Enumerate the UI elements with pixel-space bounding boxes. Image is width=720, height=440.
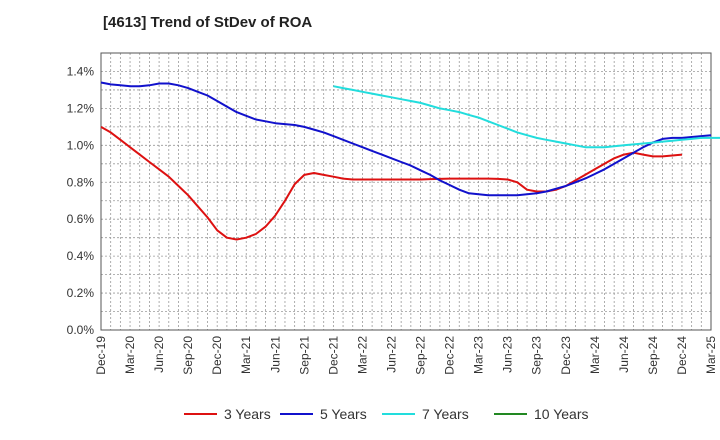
- chart-title: [4613] Trend of StDev of ROA: [103, 14, 313, 31]
- x-tick-label: Jun-23: [501, 336, 515, 373]
- x-tick-label: Dec-23: [559, 336, 573, 375]
- x-tick-label: Dec-21: [326, 336, 340, 375]
- legend-label-7-years: 7 Years: [422, 406, 469, 422]
- x-tick-label: Jun-20: [152, 336, 166, 373]
- x-tick-label: Mar-23: [472, 336, 486, 374]
- x-tick-label: Sep-24: [646, 336, 660, 375]
- legend-label-5-years: 5 Years: [320, 406, 367, 422]
- y-tick-label: 1.0%: [67, 138, 95, 152]
- series-line-5-years: [100, 81, 712, 197]
- x-tick-label: Sep-23: [530, 336, 544, 375]
- y-tick-label: 0.6%: [67, 212, 95, 226]
- x-tick-label: Jun-21: [268, 336, 282, 373]
- y-tick-label: 1.2%: [67, 101, 95, 115]
- x-tick-label: Dec-24: [675, 336, 689, 375]
- series-line-7-years: [333, 85, 720, 149]
- legend-label-3-years: 3 Years: [224, 406, 271, 422]
- plot-frame: [100, 52, 712, 331]
- x-tick-label: Sep-21: [297, 336, 311, 375]
- x-tick-label: Mar-21: [239, 336, 253, 374]
- y-tick-label: 0.0%: [67, 323, 95, 337]
- legend-label-10-years: 10 Years: [534, 406, 589, 422]
- x-tick-label: Mar-25: [704, 336, 718, 374]
- x-tick-label: Jun-24: [617, 336, 631, 373]
- x-tick-label: Sep-20: [181, 336, 195, 375]
- x-tick-label: Mar-20: [123, 336, 137, 374]
- x-tick-label: Dec-22: [443, 336, 457, 375]
- y-tick-label: 0.8%: [67, 175, 95, 189]
- x-tick-label: Jun-22: [384, 336, 398, 373]
- series-line-3-years: [100, 126, 683, 241]
- y-tick-label: 0.4%: [67, 249, 95, 263]
- x-tick-label: Mar-22: [355, 336, 369, 374]
- plot-area: [101, 53, 711, 330]
- y-tick-label: 1.4%: [67, 64, 95, 78]
- x-tick-label: Dec-19: [94, 336, 108, 375]
- x-tick-label: Dec-20: [210, 336, 224, 375]
- x-tick-label: Mar-24: [588, 336, 602, 374]
- y-tick-label: 0.2%: [67, 286, 95, 300]
- x-tick-label: Sep-22: [414, 336, 428, 375]
